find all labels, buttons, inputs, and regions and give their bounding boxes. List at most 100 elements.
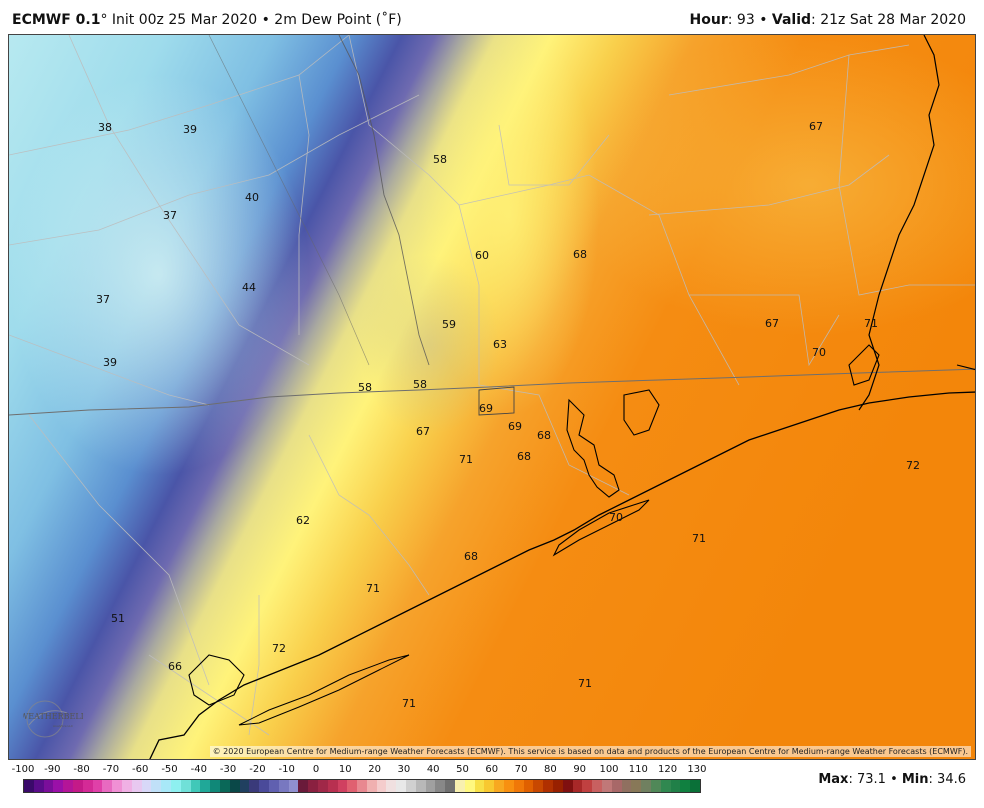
- value-label: 67: [416, 425, 430, 438]
- color-bar-swatch: [72, 780, 83, 792]
- valid-time-info: Hour: 93 • Valid: 21z Sat 28 Mar 2020: [690, 12, 966, 28]
- header: ECMWF 0.1° Init 00z 25 Mar 2020 • 2m Dew…: [0, 0, 984, 34]
- color-bar-swatch: [445, 780, 456, 792]
- gulf-coastline: [149, 391, 975, 759]
- galveston-bay: [566, 398, 620, 498]
- color-bar-swatch: [180, 780, 191, 792]
- scale-tick-label: -20: [249, 764, 266, 775]
- color-bar-swatch: [141, 780, 152, 792]
- color-bar-swatch: [533, 780, 544, 792]
- color-bar-swatch: [425, 780, 436, 792]
- color-bar-swatch: [92, 780, 103, 792]
- color-bar-swatch: [288, 780, 299, 792]
- color-bar-swatch: [268, 780, 279, 792]
- color-bar-swatch: [112, 780, 122, 792]
- color-bar-swatch: [219, 780, 230, 792]
- color-bar-swatch: [24, 780, 34, 792]
- color-bar-swatch: [504, 780, 514, 792]
- value-label: 51: [111, 612, 125, 625]
- logo-subtext: Analytics LLC: [53, 724, 73, 728]
- valid-bullet: •: [759, 12, 768, 28]
- scale-tick-label: -10: [278, 764, 295, 775]
- color-bar-swatch: [494, 780, 505, 792]
- stats-bullet: •: [890, 772, 898, 787]
- color-bar-swatch: [317, 780, 328, 792]
- value-label: 66: [168, 660, 182, 673]
- color-bar-swatch: [239, 780, 250, 792]
- color-bar-swatch: [151, 780, 162, 792]
- color-bar-swatch: [435, 780, 446, 792]
- color-bar-swatch: [63, 780, 73, 792]
- scale-tick-label: 30: [397, 764, 411, 775]
- scale-tick-label: -40: [190, 764, 207, 775]
- color-bar-swatch: [455, 780, 465, 792]
- value-label: 62: [296, 514, 310, 527]
- value-label: 70: [812, 346, 826, 359]
- scale-tick-label: 90: [573, 764, 587, 775]
- scale-tick-label: -90: [44, 764, 61, 775]
- max-label: Max: [818, 772, 849, 787]
- color-bar-swatch: [592, 780, 603, 792]
- value-label: 58: [433, 153, 447, 166]
- value-label: 63: [493, 338, 507, 351]
- color-bar-swatch: [513, 780, 524, 792]
- value-label: 68: [517, 450, 531, 463]
- value-label: 37: [96, 293, 110, 306]
- color-bar-swatch: [259, 780, 269, 792]
- hour-value: : 93: [727, 12, 755, 28]
- scale-tick-label: -80: [73, 764, 90, 775]
- scale-tick-label: 70: [514, 764, 528, 775]
- value-label: 68: [464, 550, 478, 563]
- color-bar-swatch: [33, 780, 44, 792]
- color-bar-swatch: [210, 780, 220, 792]
- color-bar-swatch: [327, 780, 338, 792]
- value-label: 68: [573, 248, 587, 261]
- logo-text: WEATHERBELL: [23, 712, 83, 721]
- color-bar-swatch: [161, 780, 171, 792]
- color-bar-swatch: [229, 780, 240, 792]
- map-panel: 38 39 58 67 40 37 60 68 37 44 59 67 71 6…: [8, 34, 976, 760]
- color-bar-swatch: [200, 780, 211, 792]
- scale-tick-label: 50: [456, 764, 469, 775]
- scale-tick-labels: -100 -90 -80 -70 -60 -50 -40 -30 -20 -10 0 10 20 30 40…: [0, 764, 720, 778]
- value-label: 39: [103, 356, 117, 369]
- color-bar-swatch: [249, 780, 260, 792]
- color-bar-swatch: [121, 780, 132, 792]
- scale-tick-label: 80: [544, 764, 557, 775]
- color-bar-swatch: [543, 780, 554, 792]
- value-label: 38: [98, 121, 112, 134]
- calcasieu-lake: [956, 364, 975, 371]
- color-bar-swatch: [357, 780, 367, 792]
- field-name: 2m Dew Point (˚F): [274, 12, 402, 28]
- color-bar-swatch: [406, 780, 416, 792]
- max-value: : 73.1: [848, 772, 886, 787]
- value-label: 71: [366, 582, 380, 595]
- color-bar-swatch: [474, 780, 485, 792]
- color-bar-swatch: [553, 780, 563, 792]
- color-bar-swatch: [415, 780, 426, 792]
- scale-tick-label: -30: [219, 764, 237, 775]
- color-bar-swatch: [464, 780, 475, 792]
- galveston-island: [552, 499, 650, 557]
- max-min-stats: Max: 73.1 • Min: 34.6: [818, 772, 966, 787]
- value-label: 67: [809, 120, 823, 133]
- color-bar-swatch: [562, 780, 573, 792]
- color-bar-swatch: [82, 780, 93, 792]
- value-label: 68: [537, 429, 551, 442]
- weatherbell-logo: WEATHERBELL Analytics LLC: [23, 695, 83, 739]
- color-bar-swatch: [641, 780, 651, 792]
- color-bar-swatch: [347, 780, 358, 792]
- scale-tick-label: 100: [599, 764, 619, 775]
- upper-60s-region: [569, 35, 975, 335]
- county-boundary-west: [208, 35, 370, 366]
- value-label: 39: [183, 123, 197, 136]
- init-time: Init 00z 25 Mar 2020: [111, 12, 258, 28]
- dry-air-region: [9, 75, 309, 475]
- color-bar-swatch: [621, 780, 632, 792]
- value-label: 67: [765, 317, 779, 330]
- hour-label: Hour: [689, 12, 728, 28]
- map-title: ECMWF 0.1° Init 00z 25 Mar 2020 • 2m Dew…: [12, 12, 402, 28]
- trinity-bay: [623, 389, 660, 436]
- value-label: 60: [475, 249, 489, 262]
- logo-mark: WEATHERBELL Analytics LLC: [23, 700, 83, 738]
